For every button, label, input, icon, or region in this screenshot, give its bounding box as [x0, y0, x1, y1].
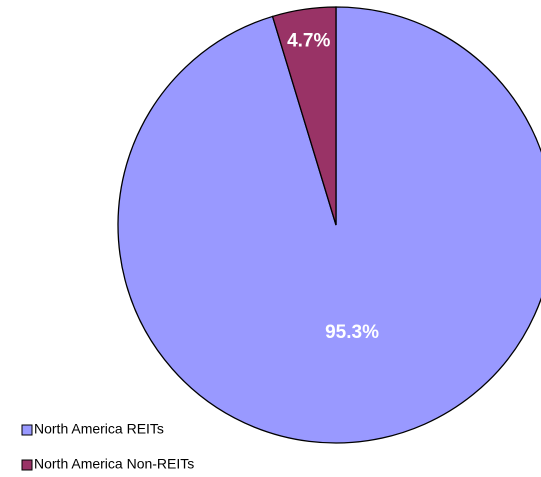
legend-label: North America REITs — [34, 421, 164, 437]
data-label: 4.7% — [287, 31, 330, 52]
legend-swatch — [21, 459, 33, 471]
pie-slice — [271, 6, 337, 226]
legend-swatch — [21, 424, 33, 436]
data-label: 95.3% — [325, 322, 379, 343]
legend-label: North America Non-REITs — [34, 456, 194, 472]
pie-slice — [117, 6, 541, 444]
